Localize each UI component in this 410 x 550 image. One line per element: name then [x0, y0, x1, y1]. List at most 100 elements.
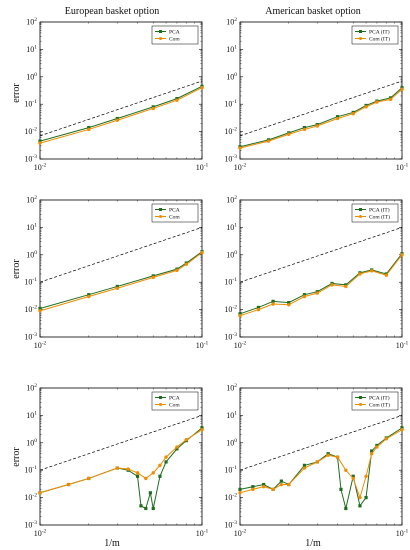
data-point — [151, 506, 155, 511]
y-tick-label: 100 — [26, 72, 37, 82]
data-point — [175, 445, 179, 449]
data-point — [115, 118, 119, 122]
data-point — [370, 449, 374, 453]
data-point — [115, 284, 119, 289]
legend-entry: PCA — [169, 208, 180, 214]
legend-box — [151, 391, 199, 411]
data-point — [375, 100, 379, 104]
y-tick-label: 10-3 — [224, 520, 237, 530]
x-tick-label: 10-1 — [396, 163, 409, 173]
y-tick-label: 102 — [26, 195, 37, 205]
y-tick-label: 10-2 — [224, 305, 237, 315]
x-tick-label: 10-2 — [34, 529, 47, 539]
x-tick-label: 10-1 — [396, 341, 409, 351]
data-point — [87, 293, 91, 297]
legend-marker — [359, 208, 362, 211]
data-point — [271, 299, 275, 303]
series-line — [239, 87, 403, 148]
y-tick-label: 10-1 — [224, 99, 237, 109]
data-point — [238, 313, 242, 318]
data-point — [238, 146, 242, 150]
data-point — [400, 426, 404, 430]
data-point — [358, 504, 362, 508]
data-point — [358, 495, 362, 500]
y-tick-label: 10-3 — [224, 154, 237, 164]
column-title-american: American basket option — [265, 6, 361, 17]
data-point — [335, 115, 340, 119]
y-axis-label-row3: error — [11, 447, 22, 467]
data-point — [400, 87, 404, 91]
plot-frame — [39, 199, 203, 338]
y-tick-label: 10-3 — [24, 520, 37, 530]
data-point — [200, 426, 204, 430]
series-line — [239, 88, 403, 149]
data-point — [148, 491, 152, 495]
data-point — [175, 268, 179, 273]
data-point — [151, 106, 155, 111]
y-tick-label: 100 — [226, 250, 237, 260]
data-point — [175, 98, 179, 102]
x-tick-label: 10-1 — [396, 529, 409, 539]
data-point — [351, 476, 355, 481]
data-point — [330, 283, 334, 287]
y-tick-label: 101 — [26, 222, 37, 232]
x-tick-label: 10-2 — [234, 163, 247, 173]
y-tick-label: 102 — [226, 383, 237, 393]
legend-entry: Com (IT) — [369, 402, 390, 409]
legend-entry: PCA (IT) — [369, 29, 390, 36]
data-point — [66, 482, 71, 487]
plot-frame — [39, 21, 203, 160]
data-point — [256, 305, 261, 310]
x-axis-label-right: 1/m — [305, 538, 321, 549]
data-point — [115, 466, 119, 470]
data-point — [302, 125, 307, 130]
data-point — [158, 474, 162, 478]
data-point — [256, 307, 261, 312]
y-tick-label: 10-2 — [24, 305, 37, 315]
legend-entry: Com (IT) — [369, 214, 390, 221]
reference-slope-line — [39, 80, 203, 137]
series-line — [239, 427, 403, 509]
legend-entry: Com (IT) — [369, 36, 390, 43]
legend-entry: PCA — [169, 396, 180, 402]
y-tick-label: 102 — [226, 17, 237, 27]
x-axis-label-left: 1/m — [104, 538, 120, 549]
y-axis-label-row2: error — [11, 259, 22, 279]
data-point — [262, 482, 266, 487]
reference-slope-line — [239, 415, 403, 471]
legend-marker — [159, 30, 162, 33]
y-tick-label: 10-3 — [24, 154, 37, 164]
y-tick-label: 100 — [26, 250, 37, 260]
plot-frame — [239, 387, 403, 526]
legend-marker — [359, 215, 362, 218]
y-tick-label: 100 — [26, 438, 37, 448]
y-tick-label: 101 — [226, 44, 237, 54]
legend: PCA (IT)Com (IT) — [351, 391, 399, 411]
data-point — [115, 116, 119, 121]
legend-marker — [159, 215, 162, 218]
legend-marker — [359, 396, 362, 399]
data-point — [302, 293, 307, 297]
data-point — [184, 437, 189, 442]
y-tick-label: 10-1 — [24, 99, 37, 109]
data-point — [200, 86, 204, 90]
data-point — [139, 504, 143, 508]
data-point — [302, 466, 307, 470]
column-title-european: European basket option — [65, 6, 159, 17]
y-tick-label: 10-1 — [24, 465, 37, 475]
legend-entry: Com — [169, 215, 180, 221]
data-point — [238, 312, 242, 316]
legend-marker — [159, 396, 162, 399]
legend-box — [351, 203, 399, 223]
legend-box — [351, 391, 399, 411]
legend-entry: Com — [169, 37, 180, 43]
data-point — [144, 506, 148, 511]
x-tick-label: 10-1 — [196, 341, 209, 351]
